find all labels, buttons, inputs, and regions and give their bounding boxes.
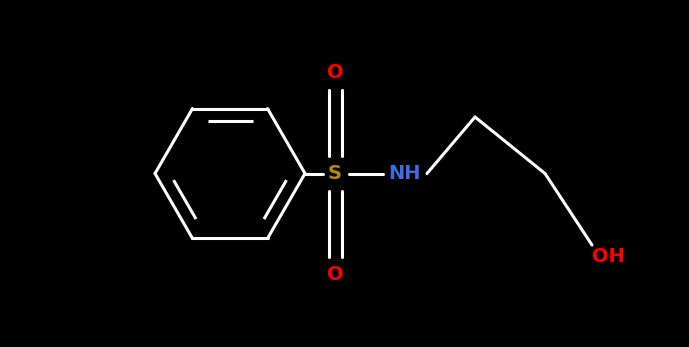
Text: S: S [328, 164, 342, 183]
Text: OH: OH [592, 247, 624, 266]
Text: O: O [327, 265, 343, 285]
Text: NH: NH [389, 164, 421, 183]
Text: O: O [327, 62, 343, 82]
